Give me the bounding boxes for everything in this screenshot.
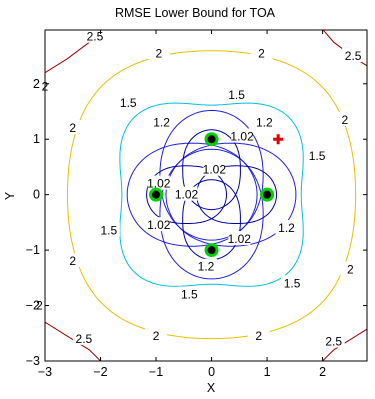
- contour-label-bg: [147, 217, 170, 232]
- contour-label-bg: [275, 219, 298, 234]
- contour-label: 2: [347, 263, 354, 277]
- contour-line-1-02: [146, 165, 228, 224]
- contour-line-2: [67, 50, 357, 340]
- contour-lines: [45, 30, 367, 361]
- contour-label: 2.5: [76, 332, 93, 346]
- contour-label: 2.5: [87, 30, 104, 44]
- markers: [149, 132, 284, 258]
- contour-label: 1.2: [153, 116, 170, 130]
- contour-label: 2: [258, 46, 265, 60]
- contour-label: 2: [341, 113, 348, 127]
- contour-label: 2: [69, 254, 76, 268]
- contour-label-bg: [333, 111, 356, 126]
- contour-line-2-5: [321, 328, 367, 361]
- contour-label-bg: [322, 333, 345, 348]
- contour-line-1-02: [182, 179, 241, 260]
- contour-label-bg: [61, 120, 84, 135]
- contour-label-bg: [225, 86, 248, 101]
- contour-label: 1.5: [101, 224, 118, 238]
- contour-label: 1.02: [228, 232, 252, 246]
- chart-title: RMSE Lower Bound for TOA: [115, 6, 276, 20]
- contour-label: 2.5: [325, 335, 342, 349]
- contour-label: 1.5: [181, 287, 198, 301]
- x-tick-label: −3: [38, 365, 52, 379]
- contour-label: 1.2: [198, 260, 215, 274]
- y-tick-label: 1: [33, 132, 40, 146]
- contour-label: 2: [69, 121, 76, 135]
- contour-label: 1.5: [228, 88, 245, 102]
- contour-line-1-5: [119, 102, 304, 287]
- x-axis-label: X: [207, 381, 216, 394]
- y-tick-label: −2: [26, 299, 40, 313]
- x-tick-label: 1: [264, 365, 271, 379]
- contour-label: 1.5: [309, 149, 326, 163]
- x-tick-label: 2: [319, 365, 326, 379]
- contour-label-bg: [178, 286, 201, 301]
- sensor-marker-inner: [207, 246, 216, 255]
- contour-label: 1.02: [230, 129, 254, 143]
- y-tick-label: −3: [26, 354, 40, 368]
- contour-label-bg: [175, 186, 198, 201]
- contour-label-bg: [253, 114, 276, 129]
- x-tick-label: 0: [208, 365, 215, 379]
- contour-labels: 2.52 2 2.521.51.51.2 1.2221.021.51.021.021.…: [28, 28, 365, 349]
- contour-label: 1.2: [278, 221, 295, 235]
- contour-label-bg: [342, 48, 365, 63]
- axes: −3 −2 −1 0 1 2 −3 −2 −1 0 1 2: [26, 30, 367, 379]
- y-tick-label: 2: [33, 77, 40, 91]
- contour-label: 1.02: [147, 218, 171, 232]
- contour-label-bg: [145, 328, 168, 343]
- contour-label: 2.5: [345, 49, 362, 63]
- contour-label: 2: [155, 46, 162, 60]
- plot-frame: [44, 29, 368, 362]
- contour-label-bg: [306, 147, 329, 162]
- x-tick-label: −1: [149, 365, 163, 379]
- contour-label-bg: [97, 222, 120, 237]
- contour-label: 1.5: [120, 96, 137, 110]
- contour-label-bg: [147, 45, 170, 60]
- sensor-marker-inner: [152, 190, 161, 199]
- contour-label-bg: [281, 275, 304, 290]
- contour-label: 2: [153, 329, 160, 343]
- contour-label-bg: [339, 261, 362, 276]
- contour-label-bg: [195, 258, 217, 273]
- contour-label-bg: [61, 253, 84, 268]
- contour-label-bg: [247, 328, 270, 343]
- y-tick-label: 0: [33, 188, 40, 202]
- sensor-marker-inner: [263, 190, 272, 199]
- contour-label-bg: [228, 231, 251, 246]
- contour-label: 1.02: [203, 163, 227, 177]
- contour-line-1-02: [182, 129, 241, 211]
- contour-label: 1.02: [147, 177, 171, 191]
- contour-label-bg: [203, 161, 226, 176]
- contour-label: 1.2: [256, 116, 273, 130]
- contour-label-bg: [231, 128, 254, 143]
- contour-label-bg: [250, 45, 273, 60]
- sensor-marker-inner: [207, 135, 216, 144]
- contour-label: 1.02: [175, 188, 199, 202]
- contour-label: 1.5: [284, 276, 301, 290]
- contour-label: 2: [36, 299, 43, 313]
- contour-label-bg: [72, 330, 95, 345]
- contour-label-bg: [117, 95, 140, 110]
- x-tick-label: −2: [93, 365, 107, 379]
- y-tick-label: −1: [26, 243, 40, 257]
- contour-label-bg: [147, 175, 170, 190]
- y-axis-label: Y: [3, 191, 17, 200]
- contour-label-bg: [150, 114, 173, 129]
- contour-line-1-2: [126, 142, 258, 247]
- target-marker: [273, 134, 284, 145]
- contour-label: 2: [255, 329, 262, 343]
